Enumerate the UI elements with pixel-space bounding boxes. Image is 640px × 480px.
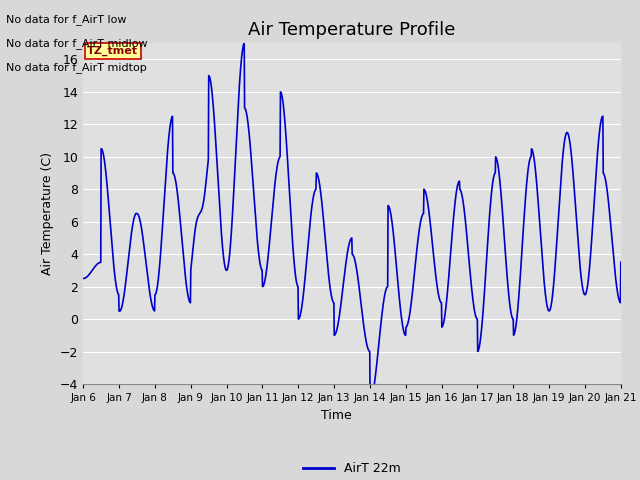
Title: Air Temperature Profile: Air Temperature Profile bbox=[248, 21, 456, 39]
Text: No data for f_AirT midtop: No data for f_AirT midtop bbox=[6, 62, 147, 73]
Legend: AirT 22m: AirT 22m bbox=[298, 457, 406, 480]
Y-axis label: Air Temperature (C): Air Temperature (C) bbox=[42, 152, 54, 275]
Text: No data for f_AirT low: No data for f_AirT low bbox=[6, 14, 127, 25]
X-axis label: Time: Time bbox=[321, 408, 352, 421]
Text: No data for f_AirT midlow: No data for f_AirT midlow bbox=[6, 38, 148, 49]
Text: TZ_tmet: TZ_tmet bbox=[88, 46, 138, 56]
